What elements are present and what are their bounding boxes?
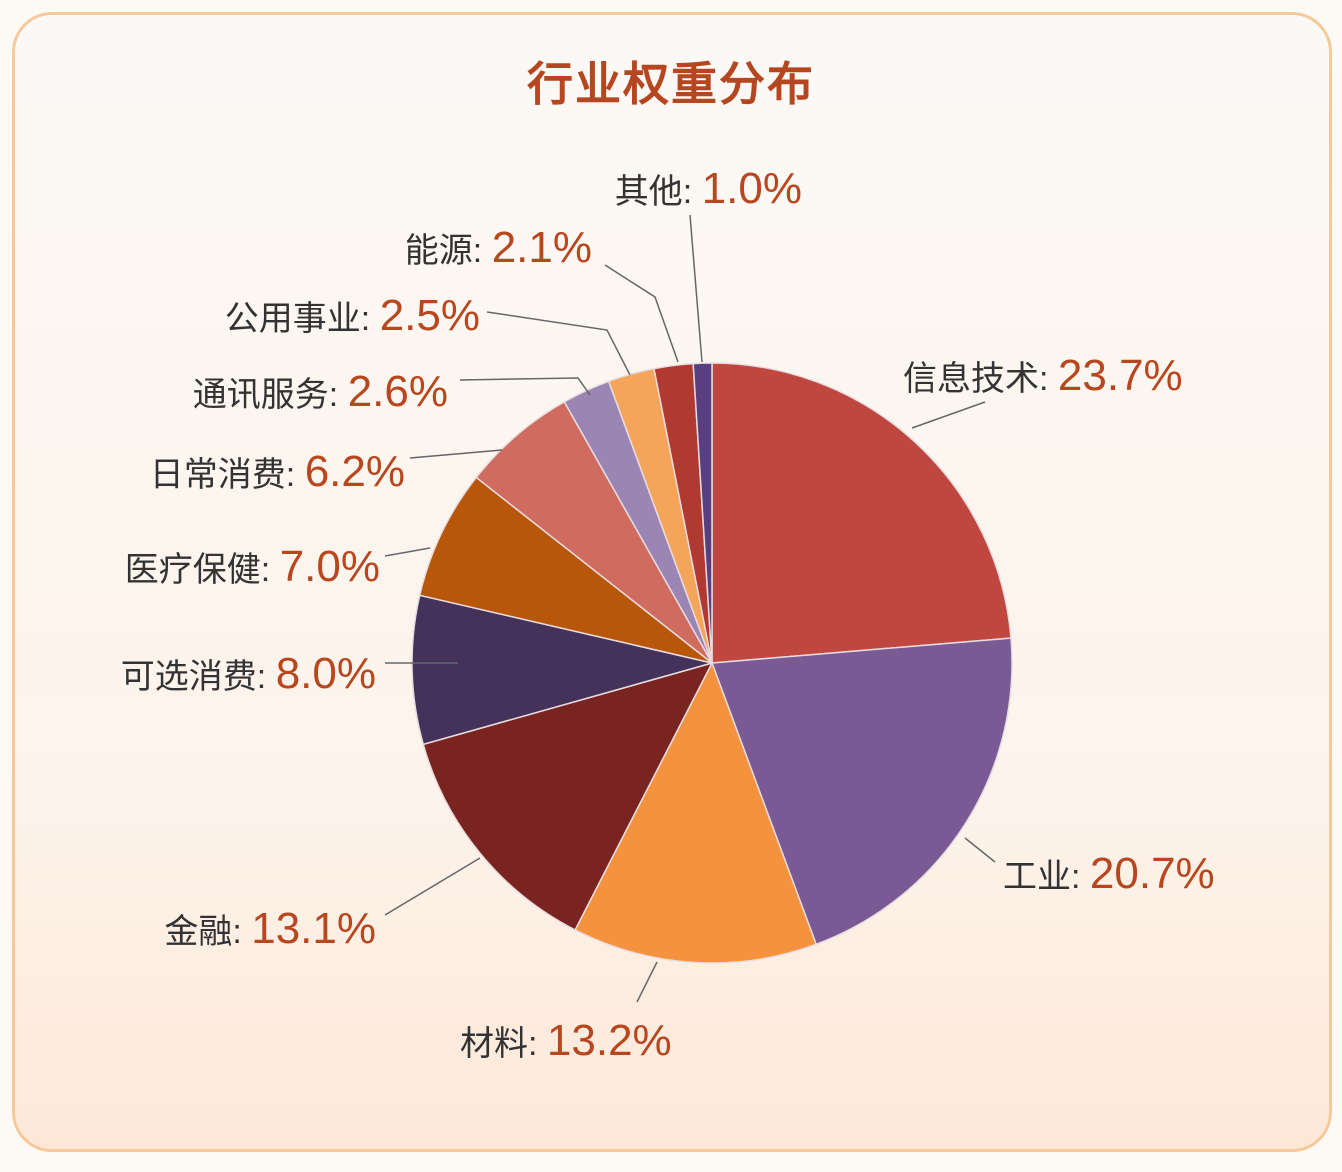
slice-value: 2.1%	[492, 223, 592, 272]
leader-line-0	[911, 401, 986, 429]
slice-label-5: 医疗保健: 7.0%	[125, 542, 380, 591]
leader-line-5	[384, 547, 431, 557]
slice-label-1: 工业: 20.7%	[1003, 849, 1215, 898]
leader-line-7	[459, 377, 591, 396]
pie-slice-1	[710, 637, 1013, 946]
leader-line-6	[409, 449, 503, 459]
slice-name: 金融:	[164, 913, 251, 951]
slice-value: 13.1%	[251, 904, 376, 953]
chart-title: 行业权重分布	[527, 57, 815, 111]
slice-name: 工业:	[1003, 858, 1090, 896]
slice-name: 公用事业:	[225, 300, 380, 338]
slice-name: 材料:	[460, 1025, 547, 1063]
leader-line-3	[384, 857, 481, 916]
slice-value: 8.0%	[276, 649, 376, 698]
slice-name: 日常消费:	[150, 456, 305, 494]
pie-slice-0	[711, 362, 1012, 664]
slice-name: 可选消费:	[121, 658, 276, 696]
slice-label-8: 公用事业: 2.5%	[225, 291, 480, 340]
slice-label-7: 通讯服务: 2.6%	[193, 367, 448, 416]
pie-slice-4	[411, 594, 713, 746]
slice-value: 1.0%	[702, 164, 802, 213]
leader-line-10	[689, 214, 703, 363]
pie-slice-6	[475, 400, 713, 664]
leader-line-2	[636, 961, 658, 1003]
slice-label-3: 金融: 13.1%	[164, 904, 376, 953]
slice-value: 20.7%	[1090, 849, 1215, 898]
slice-name: 其他:	[615, 173, 702, 211]
slice-label-4: 可选消费: 8.0%	[121, 649, 376, 698]
slice-name: 医疗保健:	[125, 551, 280, 589]
slice-label-0: 信息技术: 23.7%	[903, 351, 1183, 400]
leader-line-9	[604, 264, 679, 363]
pie-slice-5	[418, 476, 713, 664]
slice-value: 2.5%	[380, 291, 480, 340]
slice-value: 23.7%	[1058, 351, 1183, 400]
slice-label-10: 其他: 1.0%	[615, 164, 802, 213]
slice-name: 信息技术:	[903, 360, 1058, 398]
leader-line-8	[486, 311, 631, 376]
slice-value: 2.6%	[348, 367, 448, 416]
slice-value: 6.2%	[305, 447, 405, 496]
slice-label-9: 能源: 2.1%	[405, 223, 592, 272]
slice-name: 能源:	[405, 232, 492, 270]
slice-value: 13.2%	[547, 1016, 672, 1065]
slice-name: 通讯服务:	[193, 376, 348, 414]
slice-value: 7.0%	[280, 542, 380, 591]
leader-line-1	[964, 837, 996, 863]
pie-slice-2	[574, 661, 818, 964]
pie-slice-3	[422, 661, 714, 931]
pie-slice-10	[692, 362, 713, 664]
slice-label-6: 日常消费: 6.2%	[150, 447, 405, 496]
slice-label-2: 材料: 13.2%	[460, 1016, 672, 1065]
